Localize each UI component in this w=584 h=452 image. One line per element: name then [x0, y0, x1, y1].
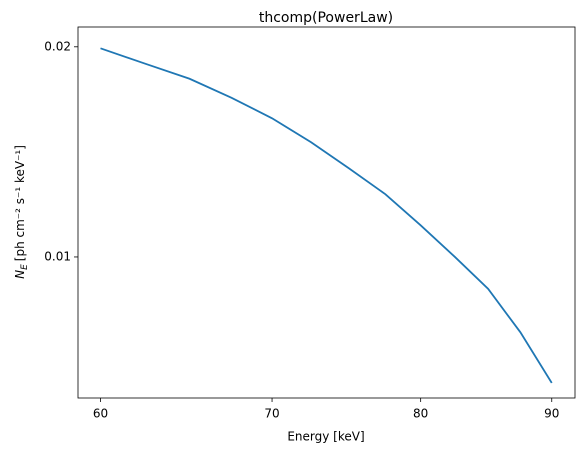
x-tick-label: 90: [544, 407, 559, 421]
x-axis-label: Energy [keV]: [287, 430, 364, 444]
x-tick-label: 70: [264, 407, 279, 421]
axes-frame: [77, 26, 576, 399]
y-tick-label: 0.02: [44, 39, 71, 53]
y-tick-label: 0.01: [44, 249, 71, 263]
line-series: [100, 47, 553, 384]
y-label-symbol: N: [13, 270, 27, 279]
y-label-subscript: E: [20, 264, 30, 270]
chart-title: thcomp(PowerLaw): [259, 10, 393, 26]
y-axis-label: NE [ph cm⁻² s⁻¹ keV⁻¹]: [13, 145, 30, 279]
y-label-unit: [ph cm⁻² s⁻¹ keV⁻¹]: [13, 145, 27, 261]
x-tick-label: 60: [93, 407, 108, 421]
x-tick-label: 80: [413, 407, 428, 421]
